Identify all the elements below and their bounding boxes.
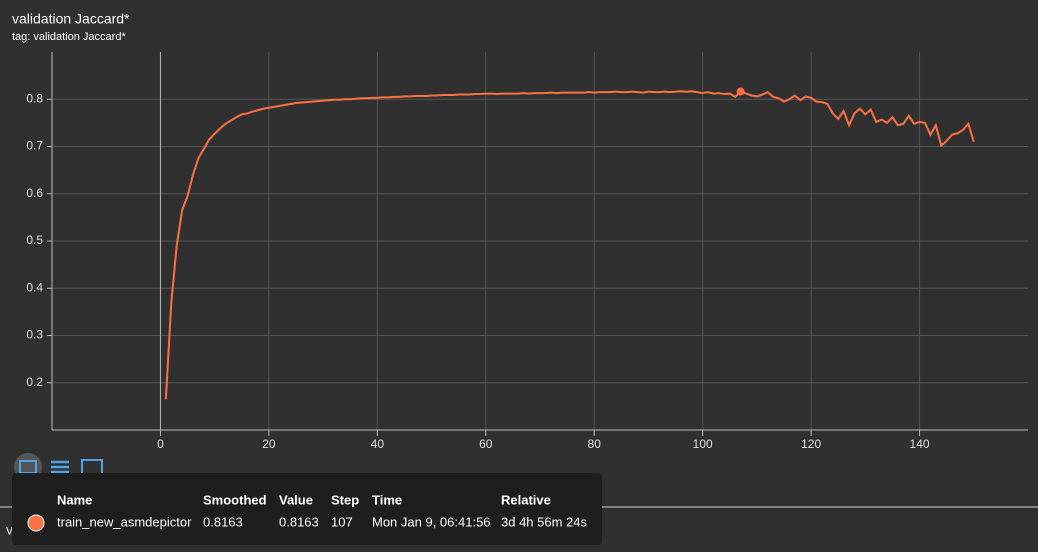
tooltip-header: Name <box>57 492 92 507</box>
y-tick-label: 0.2 <box>26 375 43 389</box>
y-tick-label: 0.6 <box>26 186 43 200</box>
x-tick-label: 80 <box>588 437 602 451</box>
chart-title: validation Jaccard* <box>12 11 130 27</box>
chart-subtitle: tag: validation Jaccard* <box>12 31 126 43</box>
tooltip-header: Smoothed <box>203 492 267 507</box>
x-tick-label: 60 <box>479 437 493 451</box>
tooltip: Name Smoothed Value Step Time Relative train_n… <box>12 473 602 545</box>
tooltip-cell: 0.8163 <box>279 514 319 529</box>
series-swatch <box>27 514 45 532</box>
tooltip-cell: 3d 4h 56m 24s <box>501 514 588 529</box>
x-tick-label: 100 <box>693 437 713 451</box>
data-table-button[interactable] <box>51 460 69 474</box>
x-tick-label: 20 <box>262 437 276 451</box>
x-tick-label: 120 <box>801 437 821 451</box>
y-tick-label: 0.4 <box>26 280 43 294</box>
x-tick-label: 140 <box>910 437 930 451</box>
tooltip-cell: 0.8163 <box>203 514 243 529</box>
tooltip-cell: 107 <box>331 514 353 529</box>
tooltip-box <box>12 473 602 545</box>
y-tick-label: 0.8 <box>26 91 43 105</box>
tooltip-cell: Mon Jan 9, 06:41:56 <box>372 514 491 529</box>
tooltip-header: Step <box>331 492 359 507</box>
y-tick-label: 0.5 <box>26 233 43 247</box>
series-line <box>164 90 975 400</box>
tooltip-header: Relative <box>501 492 551 507</box>
tooltip-header: Time <box>372 492 402 507</box>
x-tick-label: 40 <box>371 437 385 451</box>
fit-domain-button[interactable] <box>81 459 103 475</box>
x-tick-label: 0 <box>157 437 164 451</box>
hover-point <box>736 87 745 96</box>
tooltip-header: Value <box>279 492 313 507</box>
tooltip-cell: train_new_asmdepictor <box>57 514 192 529</box>
plot: 0.2 0.3 0.4 0.5 0.6 0.7 0.8 0 20 40 60 80 100 120 140 <box>26 52 1028 451</box>
y-tick-label: 0.3 <box>26 328 43 342</box>
y-tick-label: 0.7 <box>26 139 43 153</box>
